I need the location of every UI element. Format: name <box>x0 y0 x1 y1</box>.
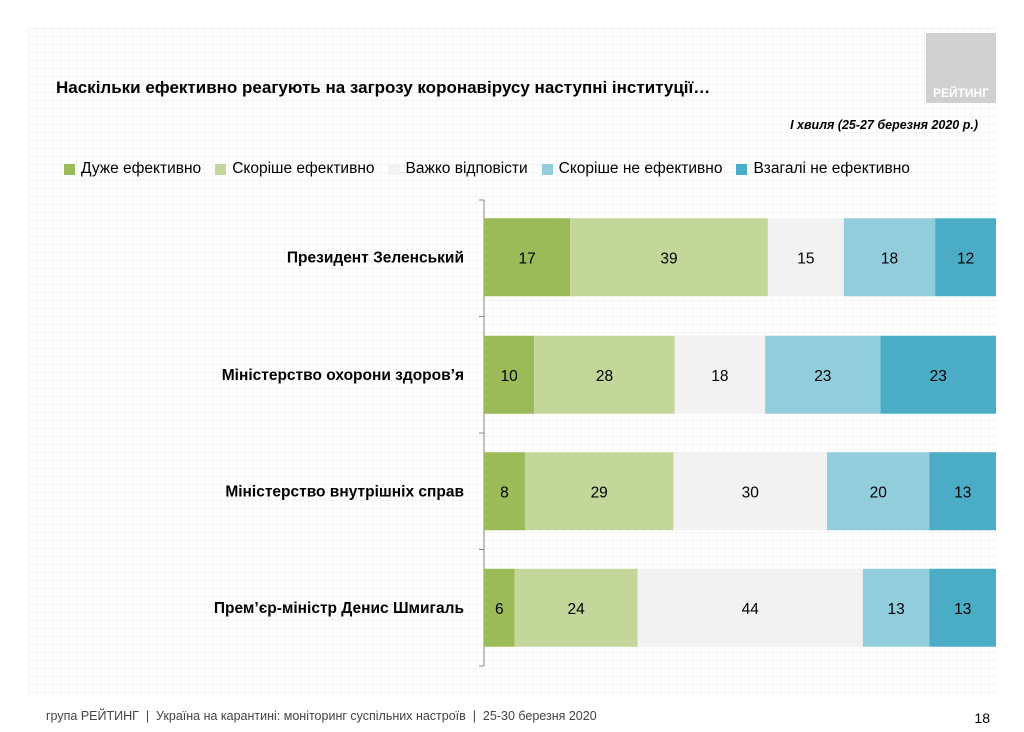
data-label: 13 <box>888 601 905 618</box>
bar-segment <box>484 218 571 297</box>
bar-segment <box>484 335 535 414</box>
data-label: 23 <box>814 368 831 385</box>
legend-item: Взагалі не ефективно <box>736 160 910 178</box>
bar-segment <box>534 335 675 414</box>
data-label: 24 <box>568 601 586 618</box>
legend-item: Скоріше не ефективно <box>541 160 723 178</box>
legend-label: Взагалі не ефективно <box>753 160 910 177</box>
data-label: 23 <box>930 368 947 385</box>
data-label: 28 <box>596 368 613 385</box>
footer: група РЕЙТИНГ | Україна на карантині: мо… <box>46 709 597 723</box>
bar-segment <box>570 218 768 297</box>
bar-segment <box>880 335 996 414</box>
data-label: 15 <box>797 250 814 267</box>
bar-segment <box>514 568 638 647</box>
data-label: 30 <box>742 484 760 501</box>
data-label: 6 <box>495 601 504 618</box>
legend-swatch <box>215 163 227 175</box>
bar-segment <box>673 452 828 531</box>
bar-segment <box>484 568 515 647</box>
legend-label: Дуже ефективно <box>81 160 202 177</box>
legend-swatch <box>541 163 553 175</box>
bar-segment <box>484 452 525 531</box>
bar-segment <box>637 568 863 647</box>
data-label: 44 <box>742 601 760 618</box>
legend-item: Важко відповісти <box>388 160 528 178</box>
data-label: 18 <box>711 368 728 385</box>
data-label: 39 <box>660 250 677 267</box>
category-label: Міністерство охорони здоров’я <box>222 367 464 384</box>
legend-swatch <box>388 163 400 175</box>
legend-label: Скоріше ефективно <box>232 160 375 177</box>
bar-segment <box>524 452 674 531</box>
data-label: 8 <box>500 484 509 501</box>
page-number: 18 <box>974 710 990 726</box>
rating-logo: РЕЙТИНГ <box>926 33 996 103</box>
chart-subtitle: І хвиля (25-27 березня 2020 р.) <box>790 118 978 132</box>
legend-label: Скоріше не ефективно <box>558 160 723 177</box>
legend-item: Скоріше ефективно <box>215 160 375 178</box>
legend-swatch <box>736 163 748 175</box>
data-label: 13 <box>954 601 971 618</box>
legend-item: Дуже ефективно <box>64 160 201 178</box>
data-label: 10 <box>500 368 518 385</box>
legend: Дуже ефективно Скоріше ефективно Важко від… <box>64 160 910 178</box>
category-label: Міністерство внутрішніх справ <box>225 483 464 500</box>
bar-segment <box>827 452 930 531</box>
bar-segment <box>765 335 881 414</box>
legend-swatch <box>64 163 75 175</box>
data-label: 18 <box>881 250 898 267</box>
data-label: 13 <box>954 484 971 501</box>
legend-label: Важко відповісти <box>405 160 528 177</box>
bar-segment <box>929 452 996 531</box>
data-label: 12 <box>957 250 974 267</box>
chart-title: Наскільки ефективно реагують на загрозу … <box>56 78 711 97</box>
data-label: 29 <box>591 484 608 501</box>
logo-text: РЕЙТИНГ <box>932 86 990 100</box>
data-label: 17 <box>518 250 535 267</box>
bar-segment <box>843 218 936 297</box>
category-label: Президент Зеленський <box>287 249 464 266</box>
bar-segment <box>767 218 844 297</box>
category-label: Прем’єр-міністр Денис Шмигаль <box>214 600 464 617</box>
bar-segment <box>862 568 930 647</box>
bar-segment <box>929 568 996 647</box>
bar-segment <box>935 218 996 297</box>
bar-segment <box>674 335 766 414</box>
data-label: 20 <box>870 484 888 501</box>
